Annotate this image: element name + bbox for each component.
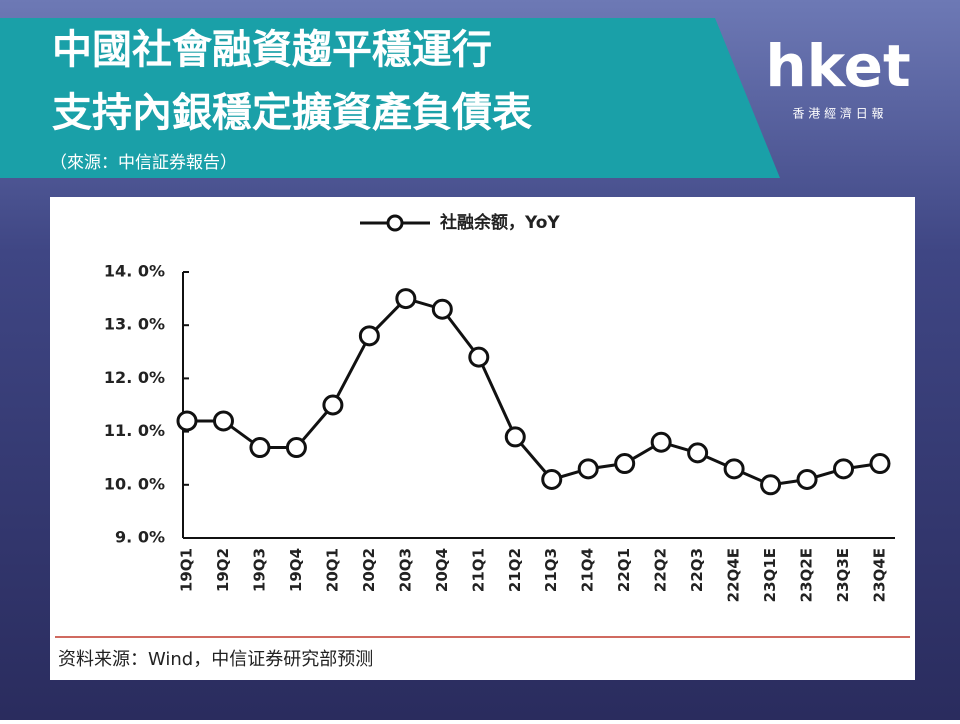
point xyxy=(285,437,307,459)
chart: 9. 0% 10. 0% 11. 0% 12. 0% 13. 0% 14. 0% 19Q1 1… xyxy=(104,212,895,602)
x-tick-label: 20Q1 xyxy=(323,548,341,592)
point xyxy=(431,298,453,320)
x-tick-label: 22Q3 xyxy=(688,548,706,592)
legend-label: 社融余额，YoY xyxy=(439,212,560,233)
point xyxy=(650,431,672,453)
point xyxy=(760,474,782,496)
x-tick-label: 22Q1 xyxy=(615,548,633,592)
x-tick-label: 23Q2E xyxy=(798,548,816,602)
x-tick-label: 23Q4E xyxy=(871,548,889,602)
point xyxy=(395,288,417,310)
footer-source: 资料来源：Wind，中信证券研究部预测 xyxy=(58,649,373,670)
x-tick-label: 20Q4 xyxy=(433,548,451,592)
y-tick-label: 14. 0% xyxy=(104,262,165,281)
title-banner xyxy=(0,18,780,178)
point xyxy=(358,325,380,347)
x-tick-label: 22Q4E xyxy=(725,548,743,602)
point xyxy=(796,468,818,490)
y-tick-label: 10. 0% xyxy=(104,474,165,493)
point xyxy=(468,346,490,368)
x-tick-label: 21Q4 xyxy=(579,548,597,592)
logo: hket xyxy=(765,32,910,100)
x-tick-label: 22Q2 xyxy=(652,548,670,592)
point xyxy=(504,426,526,448)
point xyxy=(869,453,891,475)
point xyxy=(614,453,636,475)
x-tick-label: 19Q1 xyxy=(178,548,196,592)
point xyxy=(541,468,563,490)
y-tick-label: 11. 0% xyxy=(104,421,165,440)
x-tick-label: 23Q3E xyxy=(834,548,852,602)
legend-marker xyxy=(386,214,404,232)
x-tick-label: 21Q1 xyxy=(469,548,487,592)
title-line: 支持內銀穩定擴資產負債表 xyxy=(52,90,532,136)
x-tick-label: 20Q2 xyxy=(360,548,378,592)
chart-panel xyxy=(50,197,915,680)
point xyxy=(577,458,599,480)
x-tick-label: 19Q4 xyxy=(287,548,305,592)
point xyxy=(249,437,271,459)
point xyxy=(322,394,344,416)
y-tick-label: 13. 0% xyxy=(104,315,165,334)
y-tick-label: 9. 0% xyxy=(115,528,165,547)
point xyxy=(176,410,198,432)
x-tick-label: 19Q3 xyxy=(250,548,268,592)
x-tick-label: 21Q2 xyxy=(506,548,524,592)
point xyxy=(833,458,855,480)
point xyxy=(212,410,234,432)
x-tick-label: 19Q2 xyxy=(214,548,232,592)
title-line: 中國社會融資趨平穩運行 xyxy=(52,27,492,73)
x-tick-label: 20Q3 xyxy=(396,548,414,592)
x-tick-label: 23Q1E xyxy=(761,548,779,602)
logo-tagline: 香 港 經 濟 日 報 xyxy=(792,106,883,121)
point xyxy=(687,442,709,464)
y-tick-label: 12. 0% xyxy=(104,368,165,387)
source-note: （來源：中信証券報告） xyxy=(50,153,237,173)
point xyxy=(723,458,745,480)
x-tick-label: 21Q3 xyxy=(542,548,560,592)
